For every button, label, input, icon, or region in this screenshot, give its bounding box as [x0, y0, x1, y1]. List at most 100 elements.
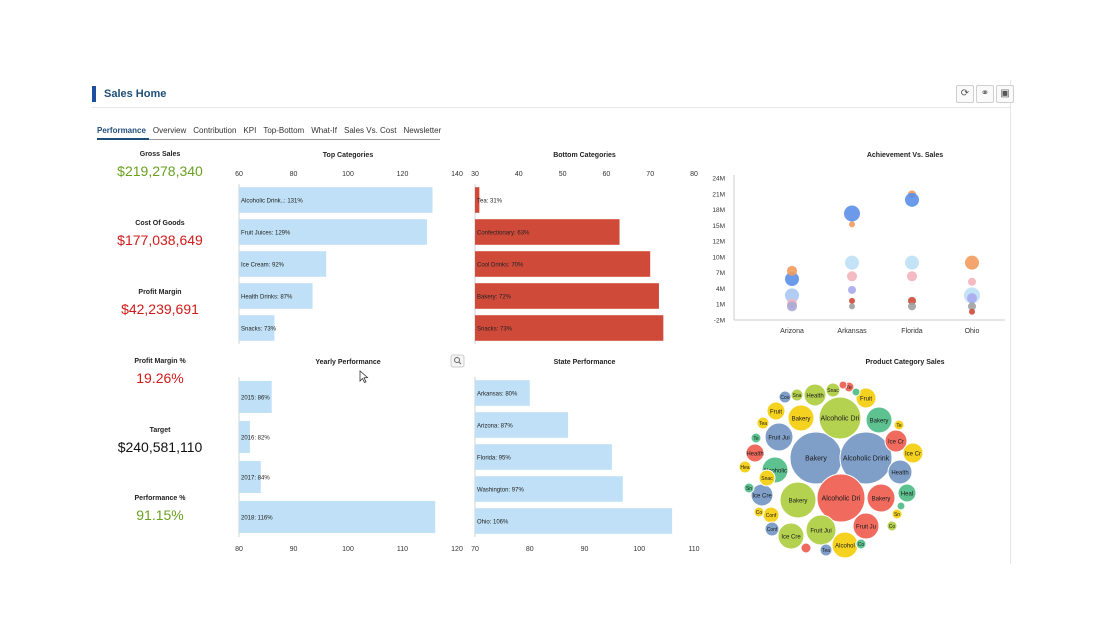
bubble [787, 404, 815, 432]
scatter-point [905, 255, 919, 270]
kpi-value: 91.15% [136, 507, 184, 523]
kpi-profit-margin: Profit Margin $42,239,691 [100, 289, 220, 317]
scatter-point [849, 303, 855, 310]
bar-label: Tea: 31% [477, 199, 503, 205]
tick-label: 90 [581, 546, 589, 553]
y-tick-label: 18M [712, 207, 725, 214]
chart-title: Bottom Categories [553, 152, 616, 159]
bar-label: Alcoholic Drink..: 131% [241, 199, 303, 205]
bubble-label: Alcoholic Drink [843, 456, 890, 463]
tab-overview[interactable]: Overview [152, 126, 187, 135]
bubble-label: Health [891, 470, 908, 476]
tab-bar-divider [97, 139, 440, 140]
kpi-target: Target $240,581,110 [100, 427, 220, 455]
zoom-icon[interactable] [450, 354, 465, 368]
tick-label: 100 [633, 546, 645, 553]
bar [475, 444, 612, 470]
tick-label: 60 [603, 171, 611, 178]
bubble [893, 419, 905, 431]
tab-contribution[interactable]: Contribution [193, 126, 237, 135]
bubble [803, 383, 827, 407]
tick-label: 140 [451, 171, 463, 178]
tab-kpi[interactable]: KPI [243, 126, 257, 135]
tab-what-if[interactable]: What-If [311, 126, 337, 135]
y-tick-label: 1M [716, 302, 725, 309]
bubble-label: Alcohol [835, 543, 855, 549]
bubble-label: Te [753, 436, 759, 442]
bar [239, 421, 250, 453]
refresh-icon[interactable]: ⟳ [956, 85, 974, 103]
bubble [897, 483, 917, 503]
bubble-label: Alcoholic Dri [821, 416, 860, 423]
scatter-point [787, 265, 797, 276]
header-divider [92, 107, 1010, 108]
scatter-point [785, 288, 799, 303]
kpi-value: $42,239,691 [121, 301, 199, 317]
yearly-performance-chart: Yearly Performance 80 90 100 110 120 2015: 86%… [235, 359, 463, 553]
y-tick-label: 4M [716, 286, 725, 293]
kpi-label: Gross Sales [139, 151, 181, 158]
y-tick-label: 12M [712, 239, 725, 246]
chart-title: Top Categories [323, 152, 374, 159]
bar [475, 508, 673, 534]
bar [239, 461, 261, 493]
bubble [886, 520, 898, 532]
bubble-label: Alcoholic Dri [822, 496, 861, 503]
y-tick-label: 7M [716, 270, 725, 277]
bubble [777, 522, 805, 550]
scatter-point [849, 221, 855, 228]
link-icon[interactable]: ⚭ [976, 85, 994, 103]
chart-title: Achievement Vs. Sales [867, 152, 943, 159]
kpi-cost-of-goods: Cost Of Goods $177,038,649 [100, 220, 220, 248]
bubble [805, 514, 837, 546]
bubble-label: Te [846, 385, 852, 391]
scatter-point [907, 271, 917, 282]
bubble [756, 416, 770, 430]
scatter-point [848, 285, 856, 294]
state-performance-chart: State Performance 70 80 90 100 110 Arkansas: 8… [471, 359, 700, 553]
tick-label: 70 [646, 171, 654, 178]
bubble-label: Hea [740, 465, 749, 471]
kpi-label: Profit Margin % [134, 358, 186, 365]
tick-label: 100 [342, 546, 354, 553]
bubble [818, 396, 862, 440]
bubble [838, 380, 848, 390]
bar-label: 2018: 116% [241, 516, 273, 522]
save-icon[interactable]: ▣ [996, 85, 1014, 103]
tab-performance[interactable]: Performance [97, 126, 146, 135]
bubble-label: Snac [761, 476, 773, 482]
bar [475, 380, 530, 406]
bar [475, 187, 480, 213]
x-tick-label: Florida [901, 328, 923, 335]
tab-top-bottom[interactable]: Top-Bottom [263, 126, 305, 135]
bubble-label: Fruit [860, 396, 872, 402]
bar [475, 283, 659, 309]
bubble-label: Conf [767, 527, 778, 533]
tab-newsletter[interactable]: Newsletter [403, 126, 442, 135]
x-tick-label: Ohio [965, 328, 980, 335]
tab-bar: Performance Overview Contribution KPI To… [97, 126, 441, 135]
scatter-point [844, 205, 860, 222]
bubble [855, 538, 867, 550]
kpi-label: Cost Of Goods [135, 220, 185, 227]
bubble [816, 473, 866, 523]
bubble-label: Tea [759, 421, 767, 427]
scatter-point [787, 301, 797, 312]
scatter-point [968, 302, 976, 311]
bar [239, 381, 272, 413]
bar [475, 251, 651, 277]
y-tick-label: -2M [714, 318, 725, 325]
bubble [753, 506, 765, 518]
scatter-point [965, 255, 979, 270]
bar-label: Florida: 95% [477, 456, 511, 462]
bar [239, 315, 275, 341]
y-tick-label: 15M [712, 223, 725, 230]
bar-label: Confectionary: 63% [477, 231, 530, 237]
bar-label: Ohio: 106% [477, 520, 509, 526]
x-tick-label: Arkansas [837, 328, 867, 335]
scatter-point [968, 277, 976, 286]
bubble [884, 429, 908, 453]
bubble-label: Health [746, 451, 763, 457]
bubble [764, 422, 794, 452]
tab-sales-vs-cost[interactable]: Sales Vs. Cost [344, 126, 397, 135]
